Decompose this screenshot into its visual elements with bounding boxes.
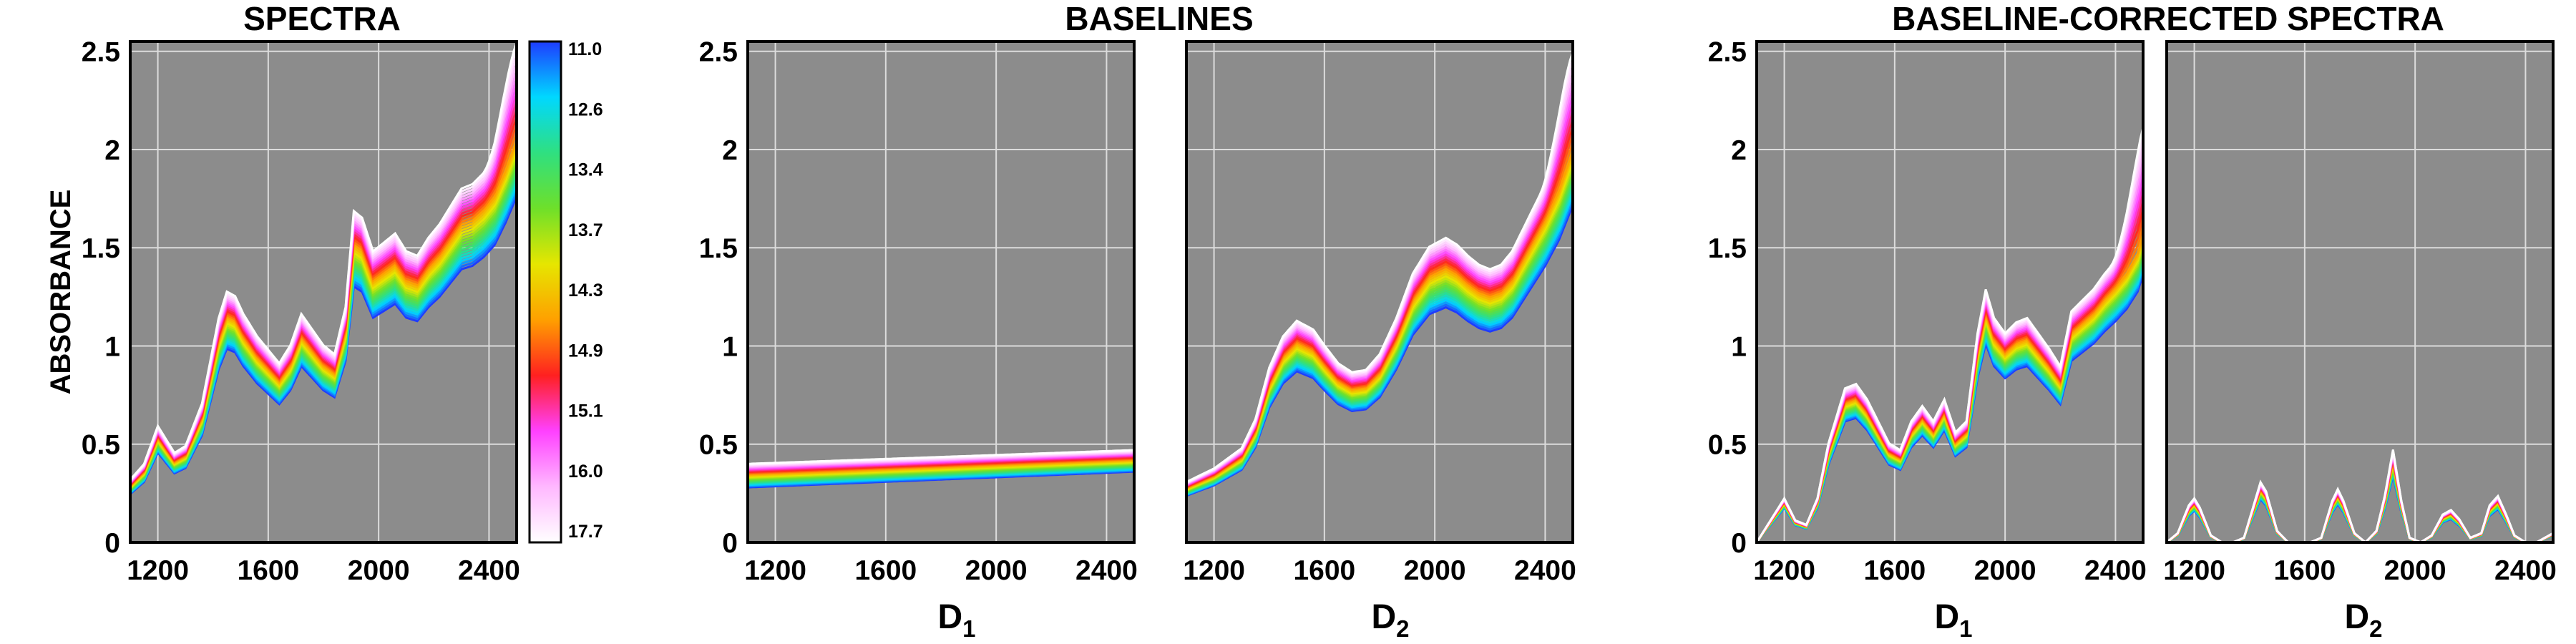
colorbar-tick-label: 11.0 (568, 39, 602, 59)
x-tick-label: 2000 (1404, 555, 1466, 586)
plot-area (2167, 42, 2553, 542)
x-axis-label-d2-baselines: D2 (1371, 598, 1409, 642)
y-tick-label: 1 (1731, 331, 1747, 362)
x-tick-label: 1600 (237, 555, 299, 586)
y-tick-label: 2 (104, 135, 120, 166)
series-group (748, 449, 1134, 489)
colorbar-tick-label: 15.1 (568, 401, 603, 421)
x-tick-label: 1600 (854, 555, 917, 586)
y-tick-label: 0 (1731, 528, 1747, 559)
title-corrected: BASELINE-CORRECTED SPECTRA (1892, 0, 2444, 37)
panel-corrected-d1: 1200 1600 2000 2400 0 0.5 1 1.5 2 2.5 (1708, 37, 2147, 586)
colorbar-tick-label: 13.7 (568, 220, 603, 240)
plot-area (1757, 42, 2143, 542)
y-axis-label: ABSORBANCE (45, 190, 77, 395)
title-baselines: BASELINES (1065, 0, 1253, 37)
y-tick-label: 2 (1731, 135, 1747, 166)
x-tick-label: 2000 (1974, 555, 2036, 586)
colorbar: 11.0 12.6 13.4 13.7 14.3 14.9 15.1 16.0 17.7 (528, 39, 603, 544)
colorbar-tick-label: 16.0 (568, 462, 603, 482)
plot-frame (2165, 40, 2555, 544)
x-axis-label-d2-corrected: D2 (2344, 598, 2382, 642)
y-tick-label: 0.5 (1708, 430, 1747, 461)
y-tick-label: 0 (722, 528, 738, 559)
x-tick-label: 1200 (1183, 555, 1245, 586)
colorbar-tick-label: 13.4 (568, 160, 603, 180)
series-line (1757, 127, 2143, 542)
series-group (130, 42, 517, 495)
panel-baseline-d1: 1200 1600 2000 2400 0 0.5 1 1.5 2 2.5 (699, 37, 1138, 586)
y-tick-label: 2.5 (699, 37, 738, 68)
y-tick-label: 1.5 (1708, 233, 1747, 264)
x-tick-label: 2400 (2494, 555, 2557, 586)
x-tick-label: 1600 (2273, 555, 2336, 586)
x-tick-label: 2400 (1075, 555, 1138, 586)
colorbar-gradient (528, 40, 562, 544)
series-group (2167, 449, 2553, 542)
plot-frame (1755, 40, 2145, 544)
title-spectra: SPECTRA (243, 0, 401, 37)
series-line (2167, 449, 2553, 542)
x-tick-label: 1600 (1293, 555, 1355, 586)
y-tick-label: 0 (104, 528, 120, 559)
series-line (130, 42, 517, 481)
x-tick-label: 2400 (458, 555, 520, 586)
plot-frame (1185, 40, 1574, 544)
x-tick-label: 2000 (965, 555, 1028, 586)
x-tick-label: 1200 (1753, 555, 1815, 586)
colorbar-tick-label: 14.3 (568, 280, 603, 301)
panel-spectra: 1200 1600 2000 2400 0 0.5 1 1.5 2 2.5 (82, 37, 520, 586)
series-group (1186, 52, 1573, 497)
y-tick-label: 2.5 (1708, 37, 1747, 68)
x-tick-label: 2400 (2084, 555, 2147, 586)
series-line (748, 449, 1134, 465)
x-tick-label: 2000 (348, 555, 410, 586)
colorbar-ticks: 11.0 12.6 13.4 13.7 14.3 14.9 15.1 16.0 17.7 (568, 39, 603, 542)
y-tick-label: 2 (722, 135, 738, 166)
colorbar-tick-label: 14.9 (568, 341, 603, 361)
y-tick-label: 1.5 (82, 233, 120, 264)
y-tick-label: 1 (722, 331, 738, 362)
plot-area (130, 42, 517, 542)
y-tick-label: 2.5 (82, 37, 120, 68)
colorbar-tick-label: 17.7 (568, 522, 603, 542)
x-tick-label: 1200 (744, 555, 806, 586)
colorbar-tick-label: 12.6 (568, 99, 603, 119)
x-tick-label: 1600 (1863, 555, 1926, 586)
y-tick-label: 1.5 (699, 233, 738, 264)
y-tick-label: 1 (104, 331, 120, 362)
x-tick-label: 2000 (2384, 555, 2446, 586)
x-tick-label: 1200 (2163, 555, 2225, 586)
plot-frame (746, 40, 1136, 544)
series-group (1757, 127, 2143, 542)
series-line (1186, 52, 1573, 483)
x-axis-label-d1-baselines: D1 (937, 598, 975, 642)
panel-corrected-d2: 1200 1600 2000 2400 (2163, 40, 2557, 586)
plot-frame (129, 40, 518, 544)
panel-baseline-d2: 1200 1600 2000 2400 (1183, 40, 1576, 586)
y-tick-label: 0.5 (82, 430, 120, 461)
x-axis-label-d1-corrected: D1 (1934, 598, 1972, 642)
y-tick-label: 0.5 (699, 430, 738, 461)
x-tick-label: 2400 (1514, 555, 1576, 586)
x-tick-label: 1200 (127, 555, 189, 586)
